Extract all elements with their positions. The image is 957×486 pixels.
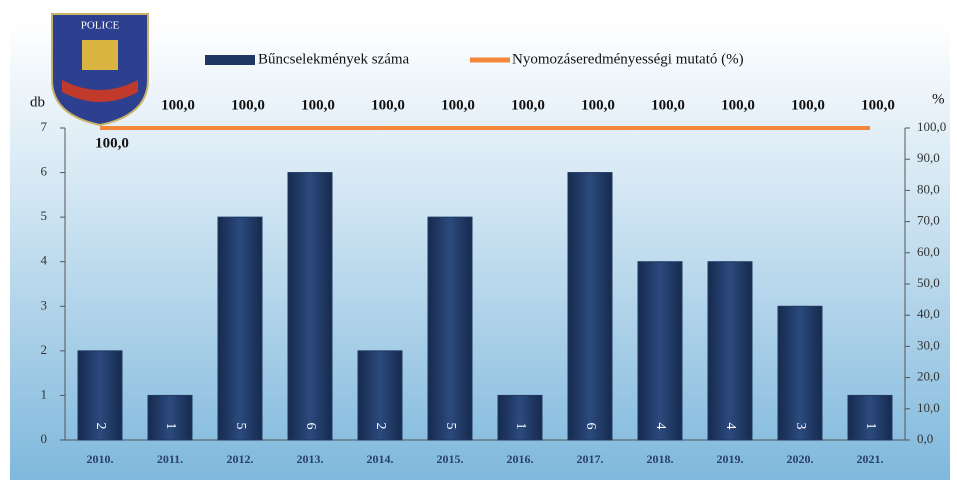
x-tick-label: 2017.: [577, 452, 604, 466]
x-tick-label: 2018.: [647, 452, 674, 466]
bar-value-label: 6: [303, 423, 318, 430]
y2-tick-label: 50,0: [917, 275, 940, 290]
y2-tick-label: 20,0: [917, 369, 940, 384]
bar: [287, 172, 333, 441]
bar-value-label: 1: [513, 423, 528, 430]
line-value-label: 100,0: [651, 97, 685, 113]
y-tick-label: 3: [41, 297, 48, 312]
bar-value-label: 2: [373, 423, 388, 430]
bar-value-label: 4: [653, 423, 668, 430]
y-tick-label: 4: [41, 253, 48, 268]
line-value-label: 100,0: [441, 97, 475, 113]
bar-value-label: 4: [723, 423, 738, 430]
x-tick-label: 2016.: [507, 452, 534, 466]
y2-tick-label: 30,0: [917, 337, 940, 352]
bar: [427, 216, 473, 441]
logo: POLICE: [51, 13, 149, 127]
bar: [567, 172, 613, 441]
bar: [217, 216, 263, 441]
y-axis-label: db: [30, 94, 45, 110]
x-tick-label: 2014.: [367, 452, 394, 466]
bar: [707, 261, 753, 441]
legend-swatch: [205, 55, 255, 65]
bar: [847, 394, 893, 441]
bar-value-label: 5: [443, 423, 458, 430]
y2-tick-label: 60,0: [917, 244, 940, 259]
bar-value-label: 6: [583, 423, 598, 430]
x-tick-label: 2019.: [717, 452, 744, 466]
bar-value-label: 1: [863, 423, 878, 430]
y-tick-label: 7: [41, 119, 48, 134]
bar: [147, 394, 193, 441]
x-tick-label: 2012.: [227, 452, 254, 466]
x-tick-label: 2021.: [857, 452, 884, 466]
y2-tick-label: 80,0: [917, 181, 940, 196]
y2-tick-label: 10,0: [917, 400, 940, 415]
line-value-label: 100,0: [511, 97, 545, 113]
bar-value-label: 3: [793, 423, 808, 430]
bar-value-label: 5: [233, 423, 248, 430]
line-value-label: 100,0: [231, 97, 265, 113]
y2-tick-label: 90,0: [917, 150, 940, 165]
x-tick-label: 2011.: [157, 452, 183, 466]
y2-tick-label: 70,0: [917, 213, 940, 228]
logo-stripe: [62, 80, 138, 102]
y-tick-label: 5: [41, 208, 48, 223]
bar: [777, 305, 823, 441]
bar-value-label: 2: [93, 423, 108, 430]
bar: [77, 350, 123, 441]
y-tick-label: 0: [41, 431, 48, 446]
y-tick-label: 2: [41, 342, 48, 357]
line-value-label: 100,0: [721, 97, 755, 113]
line-value-label: 100,0: [861, 97, 895, 113]
bar: [357, 350, 403, 441]
y2-tick-label: 0,0: [917, 431, 933, 446]
bar-value-label: 1: [163, 423, 178, 430]
x-tick-label: 2015.: [437, 452, 464, 466]
x-tick-label: 2013.: [297, 452, 324, 466]
x-tick-label: 2020.: [787, 452, 814, 466]
y2-axis-label: %: [932, 91, 945, 107]
line-value-label: 100,0: [581, 97, 615, 113]
y2-tick-label: 100,0: [917, 119, 946, 134]
legend-label: Bűncselekmények száma: [258, 51, 410, 67]
legend-label: Nyomozáseredményességi mutató (%): [512, 51, 744, 67]
x-tick-label: 2010.: [87, 452, 114, 466]
y-tick-label: 1: [41, 386, 48, 401]
line-value-label: 100,0: [161, 97, 195, 113]
line-value-label: 100,0: [95, 135, 129, 151]
line-value-label: 100,0: [371, 97, 405, 113]
y-tick-label: 6: [41, 164, 48, 179]
y2-tick-label: 40,0: [917, 306, 940, 321]
line-value-label: 100,0: [791, 97, 825, 113]
logo-crown: [82, 40, 118, 70]
logo-text: POLICE: [81, 20, 120, 32]
bar: [637, 261, 683, 441]
line-value-label: 100,0: [301, 97, 335, 113]
bar: [497, 394, 543, 441]
